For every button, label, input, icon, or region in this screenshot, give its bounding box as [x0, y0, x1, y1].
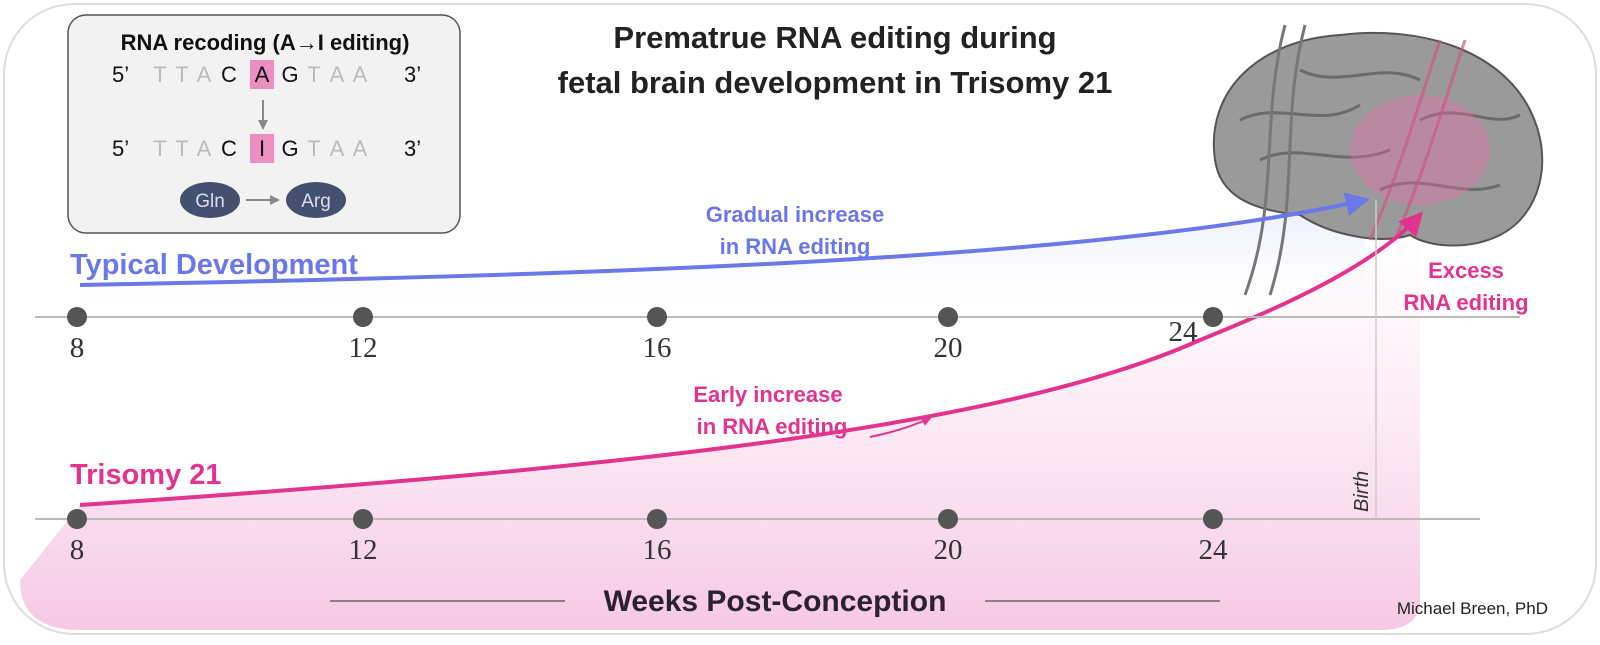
seq-base: A — [197, 62, 212, 87]
title-line: Prematrue RNA editing during — [613, 20, 1056, 55]
timeline-dot — [647, 307, 667, 327]
timeline-tick-label: 16 — [643, 332, 672, 364]
timeline-dot — [647, 509, 667, 529]
trisomy-annotation: in RNA editing — [697, 414, 848, 439]
timeline-tick-label: 12 — [349, 332, 378, 364]
timeline-dot — [353, 509, 373, 529]
seq-five: 5’ — [112, 62, 129, 87]
seq-base: T — [175, 136, 188, 161]
timeline-dot — [938, 509, 958, 529]
typical-label: Typical Development — [70, 249, 358, 281]
timeline-tick-label: 12 — [349, 534, 378, 566]
seq-base: I — [259, 136, 265, 161]
amino-from: Gln — [195, 191, 225, 212]
timeline-tick-label: 8 — [70, 332, 85, 364]
timeline-tick-label: 8 — [70, 534, 85, 566]
amino-to: Arg — [301, 191, 331, 212]
seq-base: A — [330, 136, 345, 161]
timeline-dot — [353, 307, 373, 327]
seq-base: G — [281, 62, 298, 87]
title-line: fetal brain development in Trisomy 21 — [558, 65, 1113, 100]
trisomy-label: Trisomy 21 — [70, 459, 222, 491]
timeline-dot — [67, 509, 87, 529]
credit: Michael Breen, PhD — [1397, 599, 1548, 618]
seq-base: A — [255, 62, 270, 87]
edit-highlight — [250, 60, 274, 89]
seq-base: A — [197, 136, 212, 161]
seq-three: 3’ — [404, 136, 421, 161]
seq-base: T — [307, 136, 320, 161]
seq-base: T — [175, 62, 188, 87]
excess-annotation: Excess — [1428, 258, 1504, 283]
axis-label: Weeks Post-Conception — [604, 585, 947, 618]
excess-annotation: RNA editing — [1403, 290, 1528, 315]
typical-area — [80, 200, 1365, 320]
timeline-tick-label: 24 — [1199, 534, 1229, 566]
typical-annotation: in RNA editing — [720, 234, 871, 259]
seq-three: 3’ — [404, 62, 421, 87]
timeline-dot — [1203, 307, 1223, 327]
trisomy-annotation: Early increase — [693, 382, 842, 407]
early-arrow — [869, 416, 932, 438]
edit-highlight — [250, 134, 274, 163]
seq-base: C — [221, 136, 237, 161]
seq-base: A — [353, 136, 368, 161]
typical-curve — [79, 192, 1370, 287]
seq-base: A — [353, 62, 368, 87]
timeline-dot — [938, 307, 958, 327]
timeline-dot — [67, 307, 87, 327]
amino-from-badge — [180, 182, 240, 218]
seq-five: 5’ — [112, 136, 129, 161]
seq-base: A — [330, 62, 345, 87]
amino-to-badge — [286, 182, 346, 218]
timeline-tick-label: 16 — [643, 534, 672, 566]
timeline-tick-label: 20 — [934, 534, 963, 566]
typical-annotation: Gradual increase — [706, 202, 885, 227]
trisomy-area — [20, 215, 1420, 630]
seq-base: T — [153, 136, 166, 161]
inset-title: RNA recoding (A→I editing) — [121, 30, 410, 55]
trisomy-curve — [79, 211, 1424, 507]
timeline-tick-label: 24 — [1169, 316, 1199, 348]
seq-base: G — [281, 136, 298, 161]
timeline-tick-label: 20 — [934, 332, 963, 364]
birth-label: Birth — [1351, 471, 1373, 512]
seq-base: C — [221, 62, 237, 87]
timeline-dot — [1203, 509, 1223, 529]
seq-base: T — [307, 62, 320, 87]
seq-base: T — [153, 62, 166, 87]
